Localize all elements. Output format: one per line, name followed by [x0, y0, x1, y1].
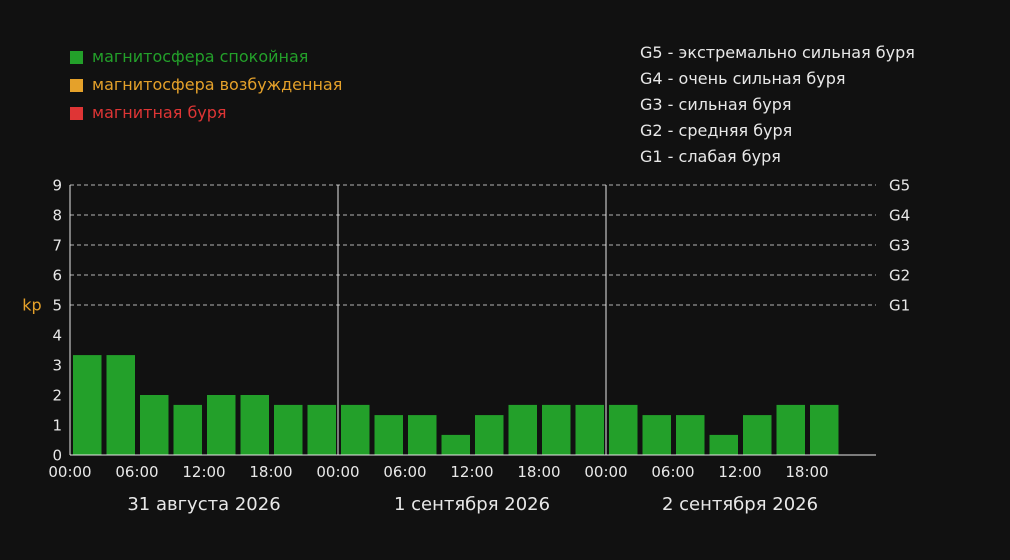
storm-scale-description: средняя буря: [678, 121, 793, 140]
kp-bar: [676, 415, 705, 455]
y-tick-label: 5: [52, 297, 62, 315]
x-tick-label: 12:00: [182, 463, 225, 481]
storm-scale-description: экстремально сильная буря: [678, 43, 915, 62]
kp-bar: [642, 415, 671, 455]
storm-scale-item-g4: G4 - очень сильная буря: [640, 69, 846, 88]
legend-item-storm: магнитная буря: [70, 99, 342, 127]
storm-scale-description: слабая буря: [678, 147, 781, 166]
kp-bar: [542, 404, 571, 455]
day-label: 1 сентября 2026: [394, 494, 550, 515]
day-label: 31 августа 2026: [127, 494, 280, 515]
legend-label-storm: магнитная буря: [92, 103, 227, 122]
g-level-label: G1: [889, 297, 910, 315]
x-tick-label: 06:00: [383, 463, 426, 481]
y-tick-label: 2: [52, 387, 62, 405]
legend-label-excited: магнитосфера возбужденная: [92, 75, 343, 94]
kp-bar: [408, 415, 437, 455]
x-tick-label: 18:00: [517, 463, 560, 481]
x-tick-label: 06:00: [115, 463, 158, 481]
kp-bar: [810, 404, 839, 455]
kp-bar: [709, 434, 738, 455]
storm-scale-item-g5: G5 - экстремально сильная буря: [640, 43, 915, 62]
legend-item-quiet: магнитосфера спокойная: [70, 43, 342, 71]
storm-scale-item-g2: G2 - средняя буря: [640, 121, 793, 140]
y-tick-label: 6: [52, 267, 62, 285]
x-tick-label: 12:00: [718, 463, 761, 481]
x-tick-label: 06:00: [651, 463, 694, 481]
y-tick-label: 3: [52, 357, 62, 375]
kp-bar: [173, 404, 202, 455]
chart-legend: магнитосфера спокойная магнитосфера возб…: [70, 43, 342, 127]
kp-bar: [609, 404, 638, 455]
kp-bar: [575, 404, 604, 455]
day-label: 2 сентября 2026: [662, 494, 818, 515]
g-level-label: G3: [889, 237, 910, 255]
y-tick-label: 7: [52, 237, 62, 255]
y-tick-label: 1: [52, 417, 62, 435]
storm-scale-list: G5 - экстремально сильная буря G4 - очен…: [640, 40, 915, 170]
legend-label-quiet: магнитосфера спокойная: [92, 47, 309, 66]
x-tick-label: 00:00: [48, 463, 91, 481]
storm-scale-code: G3: [640, 95, 663, 114]
g-level-label: G5: [889, 177, 910, 195]
x-tick-label: 12:00: [450, 463, 493, 481]
legend-swatch-excited: [70, 78, 83, 92]
y-tick-label: 8: [52, 207, 62, 225]
kp-bar: [140, 395, 169, 455]
kp-bar: [441, 434, 470, 455]
storm-scale-code: G2: [640, 121, 663, 140]
legend-swatch-storm: [70, 106, 83, 120]
storm-scale-code: G4: [640, 69, 663, 88]
kp-bar: [508, 404, 537, 455]
kp-bar: [374, 415, 403, 455]
y-tick-label: 9: [52, 177, 62, 195]
legend-swatch-quiet: [70, 50, 83, 64]
kp-bar: [475, 415, 504, 455]
storm-scale-code: G1: [640, 147, 663, 166]
y-axis-label: kp: [22, 296, 41, 315]
x-tick-label: 00:00: [584, 463, 627, 481]
g-level-label: G2: [889, 267, 910, 285]
kp-bar: [743, 415, 772, 455]
x-tick-label: 18:00: [249, 463, 292, 481]
storm-scale-description: очень сильная буря: [678, 69, 846, 88]
kp-bar: [274, 404, 303, 455]
y-tick-label: 4: [52, 327, 62, 345]
y-tick-label: 0: [52, 447, 62, 465]
kp-bar: [776, 404, 805, 455]
x-tick-label: 00:00: [316, 463, 359, 481]
kp-bar: [207, 395, 236, 455]
storm-scale-item-g3: G3 - сильная буря: [640, 95, 792, 114]
kp-bar: [106, 355, 135, 455]
kp-bar: [73, 355, 102, 455]
kp-bar: [341, 404, 370, 455]
kp-bar: [307, 404, 336, 455]
g-level-label: G4: [889, 207, 910, 225]
kp-bar: [240, 395, 269, 455]
storm-scale-code: G5: [640, 43, 663, 62]
x-tick-label: 18:00: [785, 463, 828, 481]
storm-scale-item-g1: G1 - слабая буря: [640, 147, 781, 166]
legend-item-excited: магнитосфера возбужденная: [70, 71, 342, 99]
storm-scale-description: сильная буря: [678, 95, 792, 114]
